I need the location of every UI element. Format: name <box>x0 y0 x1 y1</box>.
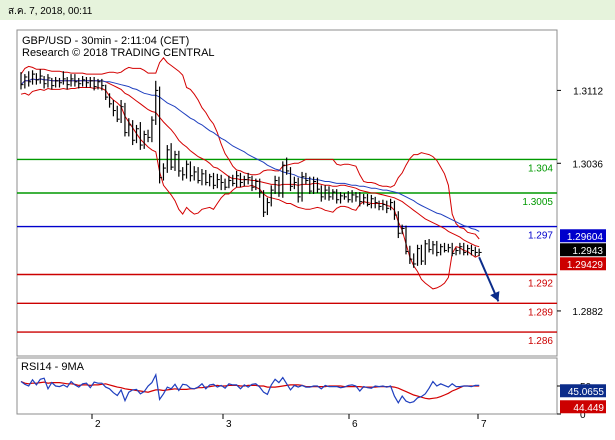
y-tick-label: 1.2882 <box>572 307 603 318</box>
x-tick-label: 7 <box>481 419 487 430</box>
level-label: 1.297 <box>528 231 553 242</box>
date-bar: ส.ค. 7, 2018, 00:11 <box>0 0 615 20</box>
bollinger-lower <box>20 86 480 290</box>
bollinger-upper <box>20 57 480 240</box>
forecast-arrow-head <box>490 291 500 302</box>
chart-date: ส.ค. 7, 2018, 00:11 <box>8 6 93 17</box>
price-bars <box>20 69 482 268</box>
price-tag <box>560 243 606 257</box>
chart-title: GBP/USD - 30min - 2:11:04 (CET) <box>22 35 189 47</box>
level-label: 1.304 <box>528 163 553 174</box>
moving-average-line <box>20 78 480 232</box>
price-tag <box>560 257 606 271</box>
support-resistance-levels: 1.304 1.3005 1.297 1.292 1.289 1.286 <box>17 158 557 347</box>
x-tick-label: 6 <box>352 419 358 430</box>
price-tag-value: 1.2943 <box>572 246 603 257</box>
rsi-tag <box>560 384 606 398</box>
rsi-tag <box>560 400 606 414</box>
level-label: 1.3005 <box>522 197 553 208</box>
rsi-label: RSI14 - 9MA <box>21 361 85 373</box>
price-tags: 1.29604 1.2943 1.29429 <box>560 229 606 271</box>
y-axis-ticks: 1.3112 1.3036 1.2882 <box>557 86 603 318</box>
rsi-tag-value: 45.0655 <box>568 387 605 398</box>
moving-average <box>20 78 480 232</box>
forecast-arrow <box>478 256 500 302</box>
level-label: 1.289 <box>528 307 553 318</box>
y-tick-label: 1.3036 <box>572 159 603 170</box>
rsi-line <box>20 372 480 404</box>
price-tag <box>560 229 606 243</box>
chart-subtitle: Research © 2018 TRADING CENTRAL <box>22 47 215 59</box>
x-tick-label: 2 <box>95 419 101 430</box>
rsi-tick-label: 0 <box>580 410 586 421</box>
x-tick-label: 3 <box>226 419 232 430</box>
level-label: 1.292 <box>528 279 553 290</box>
level-label: 1.286 <box>528 336 553 347</box>
price-tag-value: 1.29604 <box>567 232 604 243</box>
y-tick-label: 1.3112 <box>573 86 603 97</box>
rsi-tag-value: 44.449 <box>573 403 604 414</box>
price-tag-value: 1.29429 <box>567 260 604 271</box>
x-axis-ticks: 2 3 6 7 <box>91 414 487 430</box>
